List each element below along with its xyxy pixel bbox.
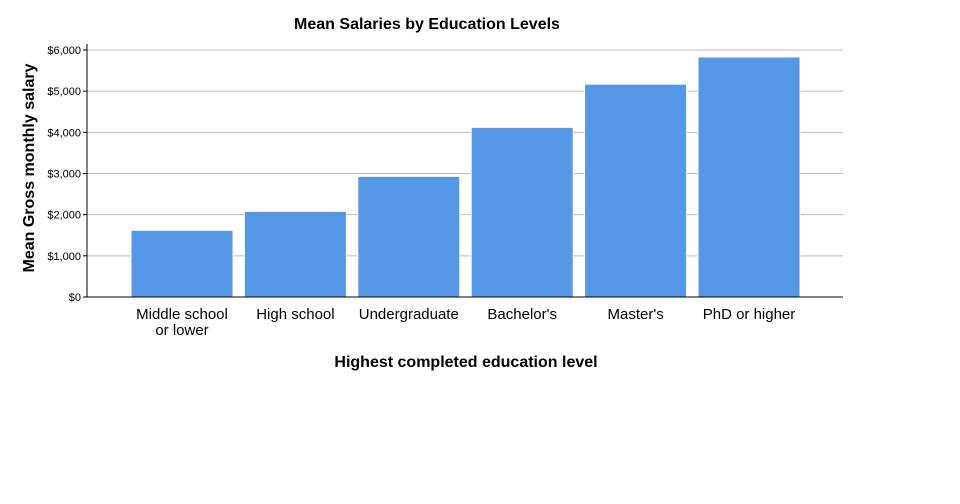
- y-tick-label: $4,000: [47, 127, 81, 139]
- x-tick-label: Bachelor's: [487, 306, 557, 323]
- x-tick-label: High school: [256, 306, 334, 323]
- x-tick-label: Middle school or lower: [136, 306, 228, 339]
- chart-title: Mean Salaries by Education Levels: [294, 16, 560, 33]
- bar: [357, 175, 461, 298]
- y-tick-label: $0: [69, 292, 81, 304]
- y-tick-labels: $0 $1,000 $2,000 $3,000 $4,000 $5,000 $6,000: [47, 45, 87, 304]
- y-tick-label: $5,000: [47, 86, 81, 98]
- bar: [470, 126, 574, 298]
- y-tick-label: $2,000: [47, 210, 81, 222]
- x-tick-label: Master's: [607, 306, 663, 323]
- y-tick-label: $6,000: [47, 45, 81, 57]
- bar: [584, 83, 688, 298]
- bar: [697, 56, 801, 298]
- y-tick-label: $3,000: [47, 169, 81, 181]
- y-axis-title: Mean Gross monthly salary: [21, 63, 38, 272]
- y-tick-label: $1,000: [47, 251, 81, 263]
- x-tick-label: PhD or higher: [703, 306, 796, 323]
- bar: [130, 229, 234, 298]
- x-tick-label: Undergraduate: [359, 306, 459, 323]
- bar: [243, 210, 347, 298]
- bars: [130, 56, 801, 298]
- x-tick-labels: Middle school or lower High school Undergra…: [136, 306, 795, 339]
- x-axis-title: Highest completed education level: [334, 354, 597, 371]
